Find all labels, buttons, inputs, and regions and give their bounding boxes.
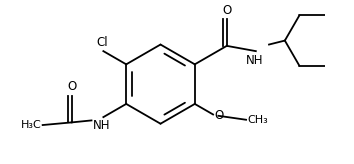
Text: H₃C: H₃C [21, 120, 41, 130]
Text: O: O [67, 80, 76, 93]
Text: CH₃: CH₃ [247, 115, 268, 125]
Text: O: O [222, 4, 232, 17]
Text: NH: NH [93, 119, 111, 132]
Text: NH: NH [246, 54, 263, 67]
Text: O: O [215, 109, 224, 122]
Text: Cl: Cl [96, 36, 108, 49]
